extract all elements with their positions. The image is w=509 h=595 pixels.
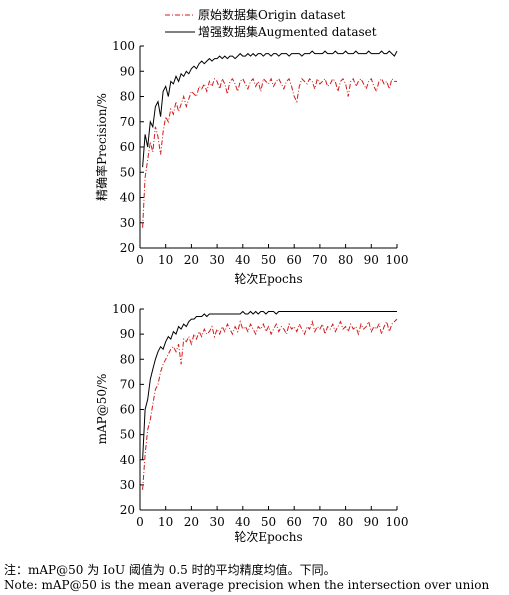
y-tick-label: 50 xyxy=(120,165,135,179)
series-line-origin xyxy=(142,77,397,228)
legend-label-origin: 原始数据集Origin dataset xyxy=(198,7,346,22)
x-tick-label: 20 xyxy=(184,253,199,267)
x-tick-label: 60 xyxy=(287,253,302,267)
x-tick-label: 30 xyxy=(209,253,224,267)
y-tick-label: 20 xyxy=(120,503,135,517)
x-tick-label: 40 xyxy=(235,515,250,529)
x-tick-label: 30 xyxy=(209,515,224,529)
y-tick-label: 100 xyxy=(112,39,135,53)
y-tick-label: 70 xyxy=(120,115,135,129)
series-line-augmented xyxy=(142,50,398,168)
x-tick-label: 60 xyxy=(287,515,302,529)
y-tick-label: 30 xyxy=(120,478,135,492)
y-tick-label: 80 xyxy=(120,352,135,366)
x-tick-label: 90 xyxy=(364,515,379,529)
x-tick-label: 100 xyxy=(386,515,409,529)
x-axis-label: 轮次Epochs xyxy=(234,272,302,286)
y-tick-label: 40 xyxy=(120,453,135,467)
x-tick-label: 70 xyxy=(312,515,327,529)
y-tick-label: 90 xyxy=(120,64,135,78)
x-tick-label: 10 xyxy=(158,253,173,267)
y-tick-label: 70 xyxy=(120,377,135,391)
series-line-origin xyxy=(142,318,398,490)
x-tick-label: 0 xyxy=(136,253,144,267)
x-tick-label: 50 xyxy=(261,515,276,529)
y-tick-label: 20 xyxy=(120,241,135,255)
x-tick-label: 90 xyxy=(364,253,379,267)
note-chinese: 注：mAP@50 为 IoU 阈值为 0.5 时的平均精度均值。下同。 xyxy=(4,563,336,577)
x-tick-label: 80 xyxy=(338,515,353,529)
x-tick-label: 80 xyxy=(338,253,353,267)
y-tick-label: 50 xyxy=(120,428,135,442)
legend-label-augmented: 增强数据集Augmented dataset xyxy=(198,24,377,39)
y-tick-label: 40 xyxy=(120,191,135,205)
x-tick-label: 40 xyxy=(235,253,250,267)
x-tick-label: 0 xyxy=(136,515,144,529)
note-english: Note: mAP@50 is the mean average precisi… xyxy=(4,578,490,592)
precision-chart: 0 10 20 30 40 50 60 70 80 90 100 20 30 40 50 60 70 80 90 10… xyxy=(94,39,408,286)
y-tick-label: 100 xyxy=(112,302,135,316)
y-tick-label: 90 xyxy=(120,327,135,341)
y-tick-label: 60 xyxy=(120,403,135,417)
x-tick-label: 20 xyxy=(184,515,199,529)
y-axis-label: 精确率Precision/% xyxy=(94,93,109,201)
x-tick-label: 70 xyxy=(312,253,327,267)
y-tick-label: 60 xyxy=(120,140,135,154)
x-tick-label: 10 xyxy=(158,515,173,529)
y-tick-label: 30 xyxy=(120,216,135,230)
series-line-augmented xyxy=(142,310,397,460)
y-tick-label: 80 xyxy=(120,90,135,104)
y-axis-label: mAP@50/% xyxy=(95,374,109,445)
x-tick-label: 100 xyxy=(386,253,409,267)
map50-chart: 0 10 20 30 40 50 60 70 80 90 100 20 30 40 50 60 70 80 90 10… xyxy=(95,302,408,544)
x-axis-label: 轮次Epochs xyxy=(234,530,302,544)
x-tick-label: 50 xyxy=(261,253,276,267)
legend: 原始数据集Origin dataset 增强数据集Augmented datas… xyxy=(165,7,377,39)
